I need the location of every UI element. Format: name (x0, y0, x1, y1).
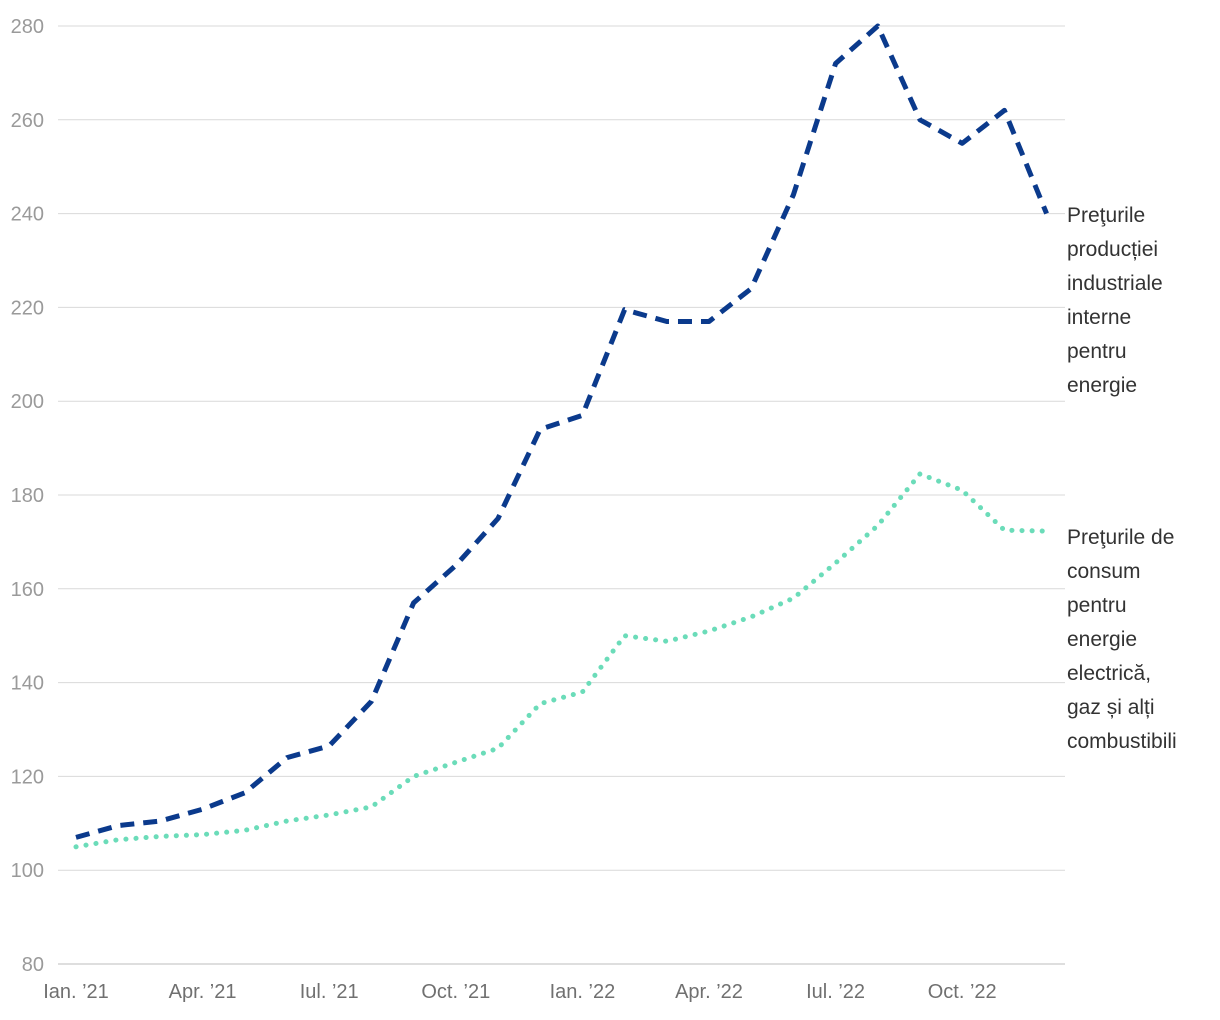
data-point (579, 689, 585, 695)
x-tick-label: Iul. ’22 (806, 981, 865, 1003)
data-point (833, 61, 839, 67)
series-labels: Preţurile producției industriale interne pen… (1067, 204, 1177, 753)
x-tick-label: Ian. ’21 (43, 981, 109, 1003)
data-point (748, 614, 754, 620)
y-tick-label: 220 (11, 297, 44, 319)
y-tick-label: 120 (11, 766, 44, 788)
data-point (664, 638, 670, 644)
y-tick-label: 280 (11, 16, 44, 38)
data-point (1044, 528, 1050, 534)
series-label-line: combustibili (1067, 730, 1177, 753)
series-line-energy-production-prices (75, 23, 1049, 840)
series-label-energy-production-prices: Preţurile producției industriale interne pen… (1067, 204, 1163, 397)
data-point (875, 522, 881, 528)
data-point (622, 633, 628, 639)
x-tick-label: Iul. ’21 (300, 981, 359, 1003)
data-point (537, 701, 543, 707)
data-point (706, 628, 712, 634)
series-label-line: gaz și alți (1067, 696, 1155, 719)
series-label-line: energie (1067, 628, 1137, 651)
data-point (411, 773, 417, 779)
data-point (411, 600, 417, 606)
data-point (833, 560, 839, 566)
y-tick-label: 200 (11, 391, 44, 413)
x-axis: Ian. ’21 Apr. ’21 Iul. ’21 Oct. ’21 Ian. ’22… (43, 963, 1065, 1003)
x-tick-label: Ian. ’22 (550, 981, 616, 1003)
data-point (200, 832, 206, 838)
data-point (368, 804, 374, 810)
data-point (790, 595, 796, 601)
data-point (242, 827, 248, 833)
series-label-line: interne (1067, 306, 1131, 329)
grid-layer (58, 25, 1065, 871)
series-label-line: pentru (1067, 340, 1127, 363)
data-point (284, 818, 290, 824)
series-label-consumer-energy-prices: Preţurile de consum pentru energie electrică… (1067, 526, 1177, 753)
series-label-line: pentru (1067, 594, 1127, 617)
data-point (537, 426, 543, 432)
data-point (242, 790, 248, 796)
series-label-line: Preţurile (1067, 204, 1145, 227)
data-point (917, 117, 923, 123)
series-label-line: energie (1067, 374, 1137, 397)
y-tick-label: 80 (22, 954, 44, 976)
series-label-line: electrică, (1067, 662, 1151, 685)
data-point (664, 318, 670, 324)
series-label-line: industriale (1067, 272, 1163, 295)
y-tick-label: 100 (11, 860, 44, 882)
series-label-line: producției (1067, 238, 1158, 261)
y-axis: 80 100 120 140 160 180 200 220 240 260 280 (11, 16, 44, 976)
data-point (959, 140, 965, 146)
series-label-line: Preţurile de (1067, 526, 1174, 549)
series-line-consumer-energy-prices (73, 471, 1050, 850)
y-tick-label: 240 (11, 204, 44, 226)
data-point (200, 806, 206, 812)
data-point (326, 812, 332, 818)
data-point (1001, 527, 1007, 533)
data-point (1044, 211, 1050, 217)
data-point (73, 834, 79, 840)
data-point (453, 562, 459, 568)
x-tick-label: Apr. ’21 (169, 981, 237, 1003)
y-tick-label: 140 (11, 673, 44, 695)
data-point (157, 818, 163, 824)
data-point (115, 837, 121, 843)
y-tick-label: 160 (11, 579, 44, 601)
data-point (748, 286, 754, 292)
data-point (157, 833, 163, 839)
data-point (368, 698, 374, 704)
x-tick-label: Oct. ’21 (421, 981, 490, 1003)
data-point (495, 515, 501, 521)
y-tick-label: 180 (11, 485, 44, 507)
series-label-line: consum (1067, 560, 1141, 583)
data-point (73, 844, 79, 850)
data-point (579, 412, 585, 418)
x-tick-label: Oct. ’22 (928, 981, 997, 1003)
data-point (1001, 107, 1007, 113)
data-point (622, 307, 628, 313)
y-tick-label: 260 (11, 110, 44, 132)
data-point (959, 487, 965, 493)
data-point (875, 23, 881, 29)
data-point (326, 743, 332, 749)
x-tick-label: Apr. ’22 (675, 981, 743, 1003)
data-point (706, 318, 712, 324)
data-point (115, 823, 121, 829)
data-point (917, 471, 923, 477)
data-point (284, 755, 290, 761)
data-point (453, 759, 459, 765)
data-point (790, 192, 796, 198)
series-layer (73, 23, 1050, 850)
data-point (495, 745, 501, 751)
